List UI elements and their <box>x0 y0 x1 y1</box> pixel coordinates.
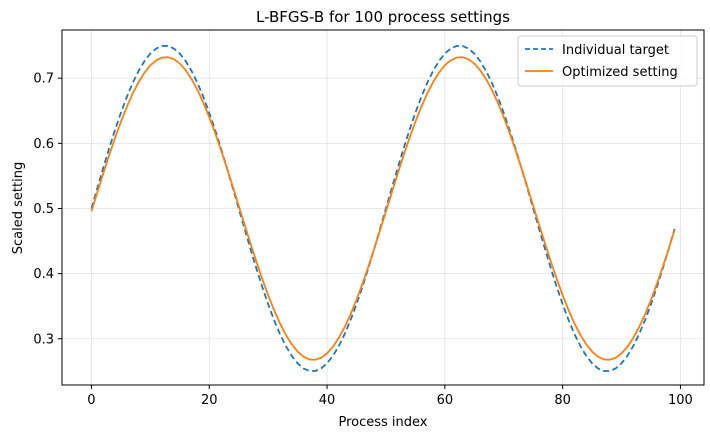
ticks: 0 20 40 60 80 100 0.3 0.4 0.5 0.6 0.7 <box>33 72 693 408</box>
y-tick-label: 0.6 <box>33 137 54 152</box>
grid <box>62 30 704 385</box>
y-tick-label: 0.7 <box>33 72 54 87</box>
legend-box <box>517 35 698 87</box>
x-axis-label: Process index <box>338 415 427 430</box>
y-tick-label: 0.3 <box>33 332 54 347</box>
series-layer <box>90 45 676 372</box>
x-tick-label: 60 <box>437 393 454 408</box>
legend: Individual target Optimized setting <box>517 35 698 87</box>
x-tick-label: 20 <box>201 393 218 408</box>
x-tick-label: 40 <box>319 393 336 408</box>
x-tick-label: 100 <box>668 393 693 408</box>
legend-label-optimized: Optimized setting <box>562 65 678 80</box>
y-tick-label: 0.5 <box>33 202 54 217</box>
x-tick-label: 80 <box>554 393 571 408</box>
plot-frame <box>61 29 705 386</box>
y-axis-label: Scaled setting <box>11 162 26 254</box>
chart-title: L-BFGS-B for 100 process settings <box>256 8 510 26</box>
x-tick-label: 0 <box>87 393 95 408</box>
series-optimized-setting <box>90 56 676 361</box>
legend-label-target: Individual target <box>562 43 669 58</box>
y-tick-label: 0.4 <box>33 267 54 282</box>
